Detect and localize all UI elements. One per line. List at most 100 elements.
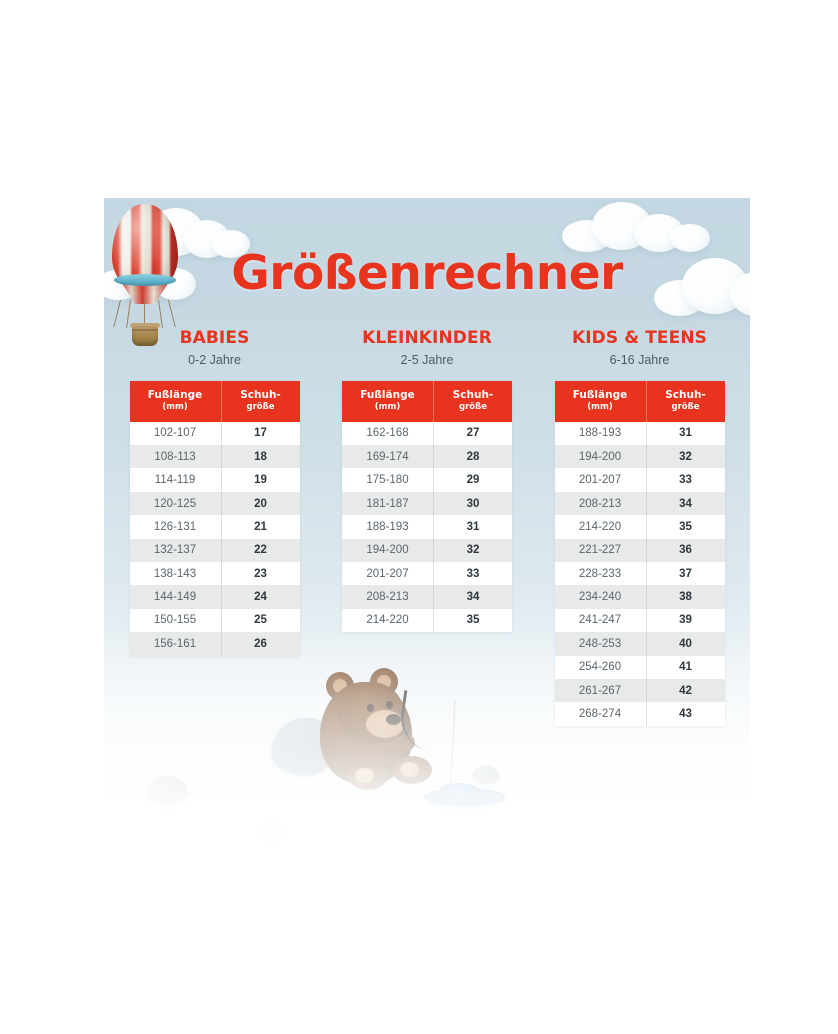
cell-shoe-size: 32 [679, 450, 692, 463]
column-header-unit: größe [459, 402, 487, 413]
table-row: 132-137 22 [129, 538, 300, 562]
cell-foot-length: 175-180 [342, 468, 434, 492]
table-row: 221-227 36 [554, 538, 725, 562]
water-puddle [424, 783, 506, 806]
table-row: 120-125 20 [129, 491, 300, 516]
cell-foot-length: 126-131 [129, 515, 222, 539]
table-row: 156-161 26 [129, 632, 300, 656]
cell-shoe-size: 38 [679, 591, 692, 604]
cell-foot-length: 201-207 [342, 562, 434, 586]
table-row: 188-193 31 [554, 421, 725, 446]
cell-foot-length: 108-113 [129, 445, 222, 469]
cell-shoe-size: 26 [254, 637, 267, 650]
cell-foot-length: 144-149 [129, 585, 222, 609]
table-row: 150-155 25 [129, 608, 300, 633]
column-header-unit: (mm) [374, 402, 401, 413]
column-header-foot-length: Fußlänge (mm) [342, 380, 434, 422]
table-row: 181-187 30 [342, 491, 512, 516]
cell-foot-length: 268-274 [554, 702, 647, 726]
cell-shoe-size: 31 [466, 520, 480, 533]
balloon-basket [132, 326, 158, 346]
bear-paw-left [355, 768, 374, 783]
column-header-foot-length: Fußlänge (mm) [554, 380, 647, 422]
cell-foot-length: 214-220 [554, 515, 647, 539]
table-header-row: Fußlänge (mm) Schuh-größe [129, 380, 300, 422]
cell-shoe-size: 34 [679, 497, 692, 510]
cell-foot-length: 214-220 [342, 608, 434, 633]
cell-shoe-size: 24 [254, 591, 267, 604]
cell-shoe-size: 19 [254, 474, 267, 487]
cell-foot-length: 208-213 [342, 585, 434, 609]
cell-shoe-size: 30 [466, 497, 480, 510]
column-header-label: Schuh- [240, 388, 281, 401]
size-table: Fußlänge (mm) Schuh-größe 188-193 31 194-200 3… [554, 380, 725, 726]
cell-foot-length: 254-260 [554, 655, 647, 679]
cell-foot-length: 181-187 [342, 491, 434, 516]
cell-shoe-size: 31 [679, 427, 692, 440]
size-column: BABIES 0-2 Jahre Fußlänge (mm) Schuh-größe 10… [129, 330, 300, 656]
balloon-rope [168, 299, 176, 328]
size-column-subheading: 2-5 Jahre [400, 353, 454, 367]
cell-foot-length: 188-193 [554, 421, 647, 446]
cell-shoe-size: 28 [466, 450, 480, 463]
table-row: 261-267 42 [554, 678, 725, 703]
table-row: 114-119 19 [129, 468, 300, 492]
table-row: 102-107 17 [129, 421, 300, 446]
cell-foot-length: 194-200 [554, 445, 647, 469]
cell-shoe-size: 20 [254, 497, 267, 510]
balloon-ring [130, 323, 160, 328]
page-title: Größenrechner [231, 246, 623, 301]
column-header-shoe-size: Schuh-größe [646, 380, 725, 422]
table-header-row: Fußlänge (mm) Schuh-größe [554, 380, 725, 422]
cell-shoe-size: 34 [466, 591, 480, 604]
table-row: 214-220 35 [342, 608, 512, 633]
column-header-shoe-size: Schuh-größe [221, 380, 300, 422]
balloon-band [114, 274, 176, 286]
size-calculator-poster: Größenrechner BABIES 0-2 Jahre Fußlänge (mm… [104, 198, 750, 846]
balloon-rope [113, 299, 121, 328]
column-header-label: Fußlänge [360, 388, 415, 401]
cell-foot-length: 221-227 [554, 538, 647, 562]
cell-foot-length: 248-253 [554, 632, 647, 656]
table-row: 228-233 37 [554, 562, 725, 586]
cell-shoe-size: 22 [254, 544, 267, 557]
cell-foot-length: 208-213 [554, 491, 647, 516]
table-row: 162-168 27 [342, 421, 512, 446]
cell-shoe-size: 35 [466, 614, 480, 627]
rock-small-center [256, 822, 286, 844]
table-row: 241-247 39 [554, 608, 725, 633]
cell-shoe-size: 35 [679, 520, 692, 533]
table-row: 126-131 21 [129, 515, 300, 539]
cell-shoe-size: 18 [254, 450, 267, 463]
bear-paw-right [400, 762, 419, 777]
size-column-heading: BABIES [179, 328, 250, 348]
size-columns: BABIES 0-2 Jahre Fußlänge (mm) Schuh-größe 10… [129, 330, 725, 726]
table-row: 138-143 23 [129, 562, 300, 586]
cell-foot-length: 132-137 [129, 538, 222, 562]
cell-foot-length: 169-174 [342, 445, 434, 469]
cell-shoe-size: 23 [254, 567, 267, 580]
table-header-row: Fußlänge (mm) Schuh-größe [342, 380, 512, 422]
cell-shoe-size: 37 [679, 567, 692, 580]
cell-shoe-size: 32 [466, 544, 480, 557]
cell-foot-length: 201-207 [554, 468, 647, 492]
column-header-label: Schuh- [452, 388, 494, 401]
table-row: 234-240 38 [554, 585, 725, 609]
cell-shoe-size: 40 [679, 637, 692, 650]
size-column-heading: KLEINKINDER [362, 328, 492, 348]
table-row: 268-274 43 [554, 702, 725, 726]
cell-shoe-size: 33 [679, 474, 692, 487]
cell-foot-length: 120-125 [129, 491, 222, 516]
column-header-unit: größe [671, 402, 700, 413]
cell-shoe-size: 41 [679, 661, 692, 674]
cell-shoe-size: 29 [466, 474, 480, 487]
cell-shoe-size: 39 [679, 614, 692, 627]
cell-shoe-size: 42 [679, 684, 692, 697]
size-column-subheading: 6-16 Jahre [609, 353, 670, 367]
cell-foot-length: 194-200 [342, 538, 434, 562]
cell-foot-length: 241-247 [554, 608, 647, 633]
table-row: 208-213 34 [342, 585, 512, 609]
cell-foot-length: 102-107 [129, 421, 222, 446]
table-row: 208-213 34 [554, 491, 725, 516]
hot-air-balloon-icon [104, 204, 188, 350]
